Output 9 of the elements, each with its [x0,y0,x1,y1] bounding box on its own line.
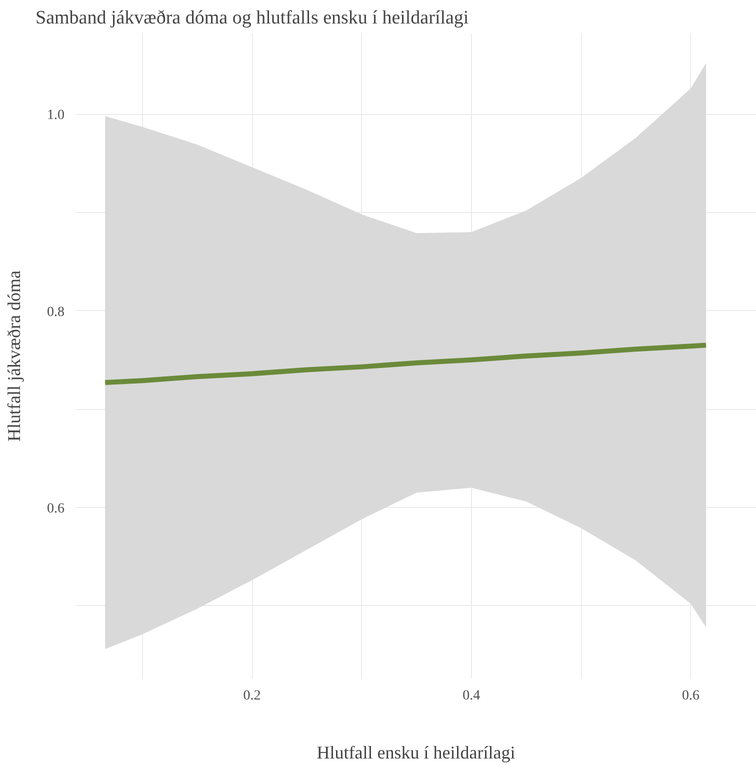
y-tick-label: 1.0 [47,108,64,124]
x-axis-title: Hlutfall ensku í heildarílagi [316,742,516,762]
y-axis-title: Hlutfall jákvæðra dóma [4,270,24,442]
chart-title: Samband jákvæðra dóma og hlutfalls ensku í heildarílagi [36,8,469,28]
y-tick-label: 0.8 [47,304,64,320]
x-tick-label: 0.2 [243,688,261,704]
x-tick-label: 0.6 [682,688,700,704]
y-tick-label: 0.6 [47,501,64,516]
x-tick-label: 0.4 [462,688,480,704]
